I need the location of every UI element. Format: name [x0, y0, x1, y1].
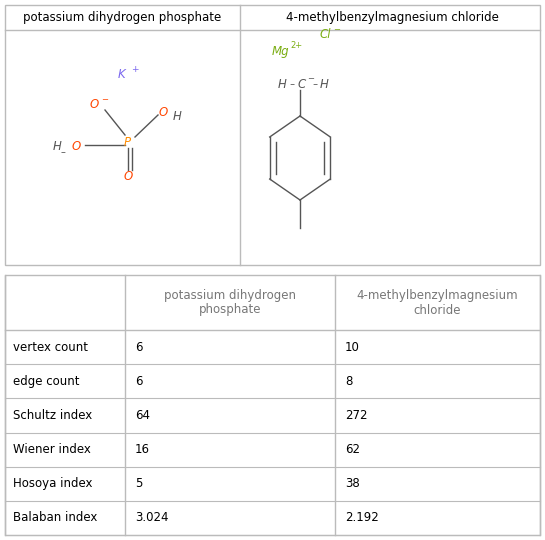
Text: 272: 272	[345, 409, 367, 422]
Text: Wiener index: Wiener index	[13, 443, 91, 456]
Text: 2.192: 2.192	[345, 511, 379, 524]
Text: potassium dihydrogen
phosphate: potassium dihydrogen phosphate	[164, 288, 296, 316]
Text: 16: 16	[135, 443, 150, 456]
Text: O: O	[72, 140, 81, 153]
Text: 3.024: 3.024	[135, 511, 168, 524]
Text: 6: 6	[135, 341, 142, 354]
Text: H: H	[53, 140, 62, 153]
Text: –: –	[287, 79, 298, 89]
Text: O: O	[124, 171, 133, 184]
Text: potassium dihydrogen phosphate: potassium dihydrogen phosphate	[23, 10, 221, 24]
Text: O: O	[159, 105, 168, 118]
Text: C: C	[298, 78, 306, 91]
Text: O: O	[90, 98, 99, 111]
Text: −: −	[333, 25, 340, 35]
Text: H: H	[173, 111, 182, 124]
Text: 8: 8	[345, 375, 353, 388]
Text: P: P	[124, 136, 131, 148]
Text: Balaban index: Balaban index	[13, 511, 98, 524]
Text: 5: 5	[135, 477, 142, 490]
Text: –: –	[61, 147, 66, 157]
Text: 6: 6	[135, 375, 142, 388]
Text: H: H	[320, 78, 329, 91]
Text: −: −	[307, 75, 314, 84]
Text: 62: 62	[345, 443, 360, 456]
Text: Mg: Mg	[272, 45, 289, 58]
Text: +: +	[131, 65, 138, 75]
Text: Cl: Cl	[320, 29, 331, 42]
Text: Schultz index: Schultz index	[13, 409, 92, 422]
Text: K: K	[118, 69, 126, 82]
Text: 2+: 2+	[290, 42, 302, 51]
Text: 4-methylbenzylmagnesium chloride: 4-methylbenzylmagnesium chloride	[286, 10, 499, 24]
Text: vertex count: vertex count	[13, 341, 88, 354]
Text: Hosoya index: Hosoya index	[13, 477, 93, 490]
Text: H: H	[278, 78, 287, 91]
Text: 10: 10	[345, 341, 360, 354]
Text: 64: 64	[135, 409, 150, 422]
Text: 38: 38	[345, 477, 360, 490]
Text: edge count: edge count	[13, 375, 80, 388]
Text: −: −	[101, 96, 108, 105]
Text: 4-methylbenzylmagnesium
chloride: 4-methylbenzylmagnesium chloride	[356, 288, 518, 316]
Text: –: –	[310, 79, 321, 89]
